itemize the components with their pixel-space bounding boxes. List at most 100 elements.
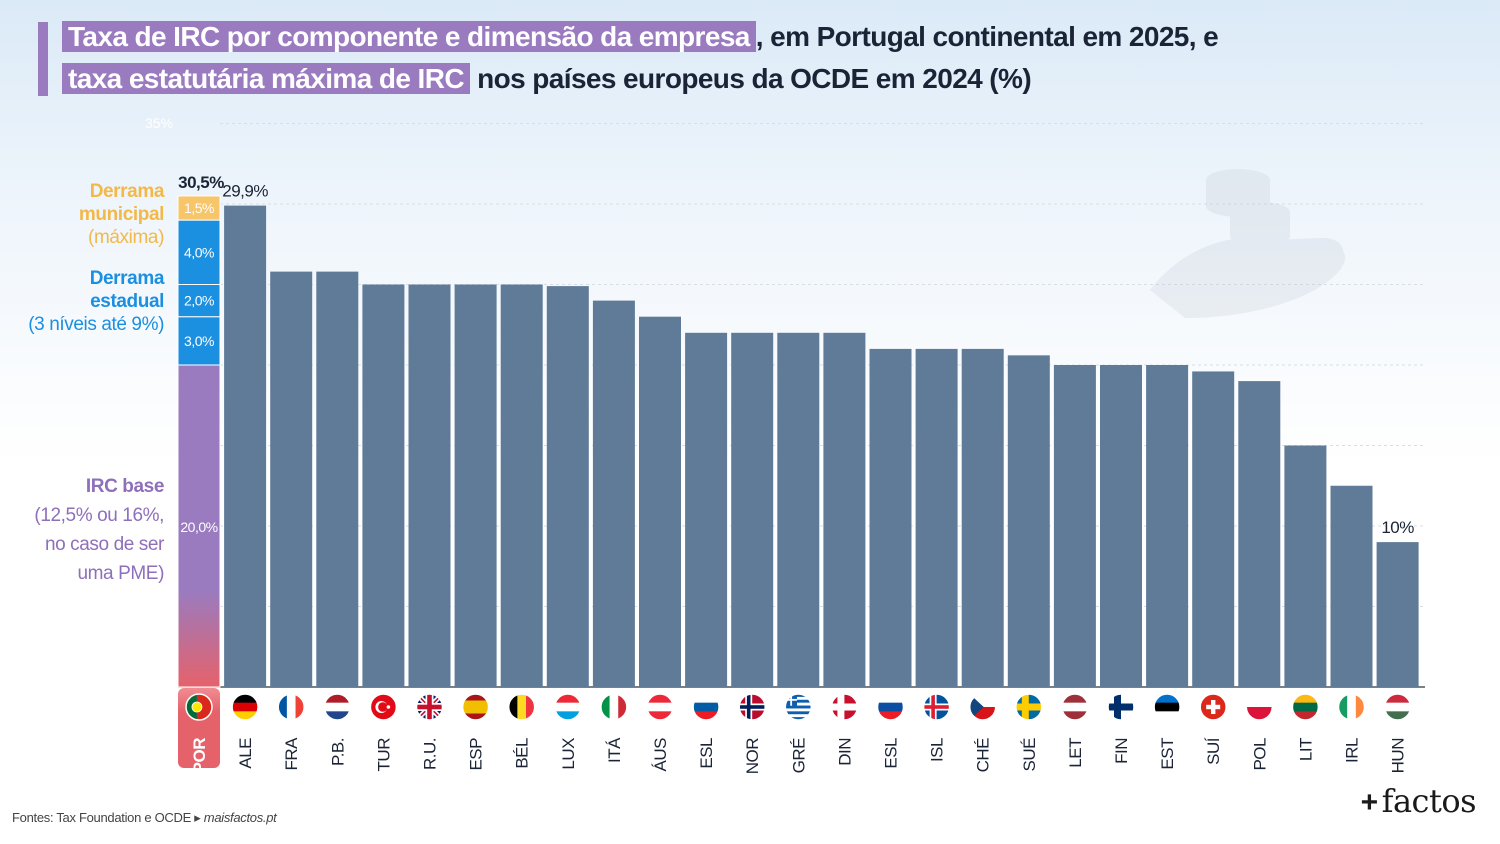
bar	[915, 348, 958, 687]
x-tick-label: BÉL	[513, 738, 532, 769]
x-tick-label: DIN	[835, 738, 854, 766]
bar	[362, 284, 405, 687]
bar	[270, 271, 313, 687]
bar	[408, 284, 451, 687]
data-label: 10%	[1381, 518, 1414, 537]
flag-áus-icon	[647, 694, 673, 720]
bar	[592, 300, 635, 687]
flag-border	[415, 693, 444, 721]
por-segment-label: 3,0%	[184, 333, 214, 349]
flag-irl-icon	[1338, 694, 1365, 720]
bar	[1007, 355, 1050, 687]
x-tick-label: ISL	[928, 738, 947, 762]
source-site: maisfactos.pt	[203, 810, 277, 825]
flag-border	[1199, 693, 1227, 721]
flag-border	[968, 693, 997, 721]
x-tick-label: FRA	[282, 737, 301, 771]
bar	[546, 286, 589, 687]
x-tick-label: ÁUS	[651, 738, 670, 772]
bar	[1100, 365, 1142, 687]
bar	[869, 348, 912, 687]
flag-border	[1153, 693, 1181, 721]
x-tick-label: LET	[1066, 738, 1085, 768]
bar	[500, 284, 543, 687]
bar	[1284, 445, 1327, 687]
title-highlight-1: Taxa de IRC por componente e dimensão da…	[62, 21, 756, 52]
title-text-2: nos países europeus da OCDE em 2024 (%)	[469, 63, 1032, 94]
flag-ale-icon	[232, 694, 259, 720]
x-tick-label: LIT	[1296, 738, 1315, 761]
label-irc-base: IRC base (12,5% ou 16%, no caso de ser uma …	[34, 476, 164, 584]
x-tick-label: SUÍ	[1204, 737, 1223, 765]
x-tick-label: ALE	[236, 738, 255, 769]
bar	[777, 332, 820, 687]
flag-border	[922, 693, 951, 721]
flag-border	[1291, 693, 1320, 721]
x-tick-label: FIN	[1112, 738, 1131, 764]
flag-border	[1337, 693, 1366, 721]
bar	[316, 271, 359, 687]
bar	[823, 332, 866, 687]
flag-gré-icon	[785, 694, 812, 720]
flag-border	[554, 693, 582, 721]
maisfactos-logo: + factos	[1360, 782, 1477, 820]
x-tick-label: HUN	[1389, 738, 1408, 773]
x-tick-label: IRL	[1343, 738, 1362, 763]
flag-border	[830, 693, 859, 721]
title-accent-bar	[38, 22, 48, 96]
bar	[1376, 542, 1419, 687]
x-tick-label: ESL	[697, 738, 716, 769]
title-text-1: , em Portugal continental em 2025, e	[755, 21, 1219, 52]
flag-border	[1061, 693, 1089, 721]
flag-esl-icon	[693, 694, 720, 720]
hand-coins-icon	[1150, 169, 1346, 318]
flag-border	[692, 693, 720, 721]
flag-lux-icon	[554, 694, 581, 720]
bar	[454, 284, 497, 687]
por-segment-label: 4,0%	[184, 244, 214, 260]
x-tick-label: NOR	[743, 738, 762, 775]
flag-border	[1383, 693, 1412, 721]
flag-border	[600, 693, 628, 721]
x-tick-label: ITÁ	[605, 737, 624, 763]
chart-title: Taxa de IRC por componente e dimensão da…	[62, 16, 1262, 100]
bar	[1192, 371, 1235, 687]
flag-border	[784, 693, 813, 721]
flag-est-icon	[1154, 694, 1181, 720]
flag-lit-icon	[1292, 694, 1319, 720]
bar	[1238, 381, 1281, 687]
title-highlight-2: taxa estatutária máxima de IRC	[62, 63, 470, 94]
por-segment-label: 20,0%	[180, 519, 217, 535]
flag-bél-icon	[508, 694, 535, 720]
x-tick-label: LUX	[559, 738, 578, 770]
x-tick-label: R.U.	[421, 738, 440, 770]
por-segment	[177, 284, 221, 318]
flag-border	[277, 693, 305, 721]
flag-border	[1015, 693, 1043, 721]
bar	[685, 332, 728, 687]
flag-border	[876, 693, 905, 721]
flag-pb-icon	[324, 694, 351, 720]
flag-border	[369, 693, 398, 721]
flag-itá-icon	[600, 694, 627, 720]
x-tick-label: CHÉ	[974, 738, 993, 773]
por-segment	[177, 316, 221, 366]
bar	[961, 348, 1004, 687]
y-tick-label: 35%	[145, 115, 173, 131]
flag-hun-icon	[1384, 694, 1411, 720]
bar	[224, 205, 267, 688]
x-tick-label: SUÉ	[1020, 738, 1039, 772]
flag-pol-icon	[1246, 694, 1273, 720]
flag-border	[461, 693, 490, 721]
flag-esl-icon	[877, 694, 904, 720]
flag-border	[231, 693, 259, 721]
flag-border	[185, 693, 213, 721]
source-note: Fontes: Tax Foundation e OCDE ▸ maisfact…	[12, 810, 277, 825]
x-tick-label: ESP	[467, 738, 486, 771]
label-derrama-municipal: Derrama municipal (máxima)	[78, 181, 164, 248]
x-tick-label: EST	[1158, 738, 1177, 770]
bar	[1146, 365, 1189, 687]
por-total-label: 30,5%	[178, 173, 224, 192]
flag-por-icon	[186, 694, 212, 720]
